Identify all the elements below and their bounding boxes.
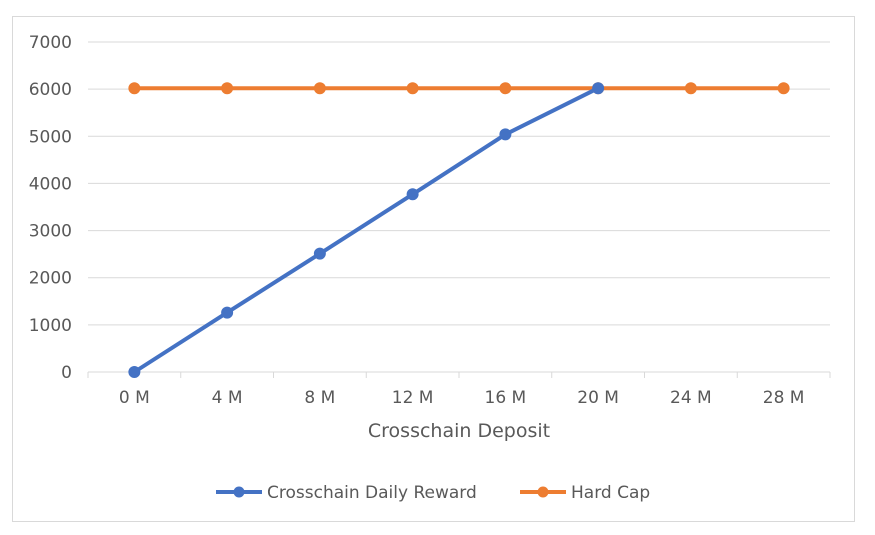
data-point [499,82,512,95]
series-layer [128,82,790,378]
x-tick-label: 0 M [119,388,150,408]
y-tick-label: 0 [61,363,72,383]
x-tick-label: 12 M [392,388,434,408]
data-point [313,247,326,260]
data-point [406,188,419,201]
data-point [406,82,419,95]
legend-marker [537,486,549,498]
x-tick-label: 20 M [577,388,619,408]
legend-item: Hard Cap [520,483,650,503]
data-point [221,82,234,95]
x-tick-label: 4 M [212,388,243,408]
legend-label: Hard Cap [571,483,650,503]
legend-label: Crosschain Daily Reward [267,483,477,503]
y-tick-label: 7000 [29,33,72,53]
x-axis [87,371,831,378]
y-tick-label: 3000 [29,222,72,242]
gridlines [88,41,830,326]
x-tick-label: 16 M [485,388,527,408]
chart-frame [12,16,855,522]
data-point [128,82,141,95]
x-axis-tick-labels: 0 M 4 M 8 M 12 M 16 M 20 M 24 M 28 M [119,388,805,408]
data-point [313,82,326,95]
legend-item: Crosschain Daily Reward [216,483,477,503]
data-point [221,306,234,319]
data-point [592,82,605,95]
y-axis-tick-labels: 0 1000 2000 3000 4000 5000 6000 7000 [29,33,72,383]
y-tick-label: 2000 [29,269,72,289]
x-tick-label: 24 M [670,388,712,408]
y-tick-label: 4000 [29,174,72,194]
y-tick-label: 1000 [29,316,72,336]
legend: Crosschain Daily Reward Hard Cap [216,483,650,503]
x-axis-title: Crosschain Deposit [368,420,550,442]
data-point [128,366,141,378]
series-line [132,86,601,374]
series-1 [128,82,790,95]
x-tick-label: 28 M [763,388,805,408]
legend-marker [233,486,245,498]
data-point [684,82,697,95]
series-0 [128,82,605,378]
data-point [499,128,512,141]
data-point [777,82,790,95]
y-tick-label: 5000 [29,127,72,147]
x-tick-label: 8 M [304,388,335,408]
y-tick-label: 6000 [29,80,72,100]
